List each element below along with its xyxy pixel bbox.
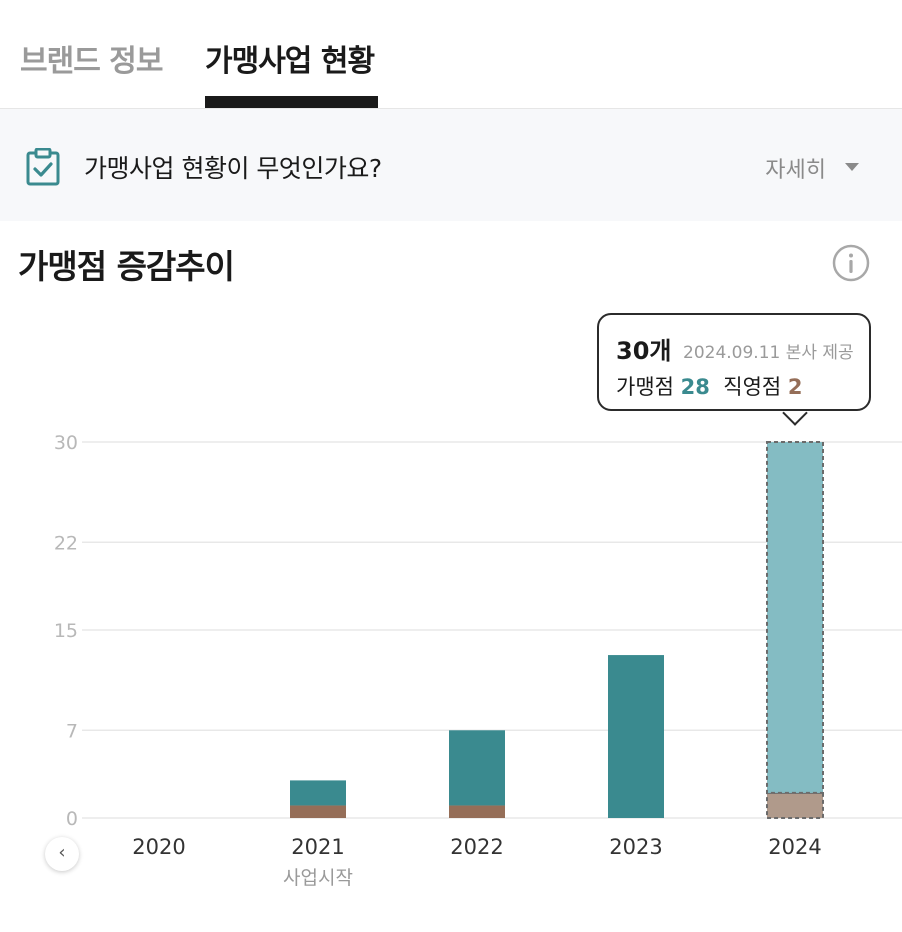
y-tick-label: 7 [66, 720, 78, 742]
y-tick-label: 30 [54, 432, 78, 454]
chevron-left-icon: ‹ [58, 842, 66, 863]
tooltip-date-source: 2024.09.11 본사 제공 [683, 343, 854, 363]
bar-franchise-2021[interactable] [290, 780, 346, 806]
bar-direct-2021[interactable] [290, 805, 346, 818]
faq-question: 가맹사업 현황이 무엇인가요? [84, 154, 382, 183]
chart-tooltip: 30개 2024.09.11 본사 제공 가맹점 28 직영점 2 [597, 313, 871, 411]
bar-franchise-2022[interactable] [449, 730, 505, 806]
section-title: 가맹점 증감추이 [18, 247, 235, 286]
bar-direct-2022[interactable] [449, 805, 505, 818]
x-tick-label: 2022 [450, 835, 503, 859]
tooltip-direct-value: 2 [787, 375, 803, 399]
y-tick-label: 0 [66, 808, 78, 830]
tab-brand-info[interactable]: 브랜드 정보 [20, 44, 163, 79]
clipboard-check-icon [26, 148, 60, 186]
tooltip-total: 30개 [616, 337, 672, 365]
x-tick-label: 2024 [768, 835, 821, 859]
tooltip-direct-label: 직영점 [723, 375, 782, 399]
tooltip-breakdown: 가맹점 28 직영점 2 [616, 371, 803, 401]
y-tick-label: 22 [54, 532, 78, 554]
caret-down-icon[interactable] [845, 163, 859, 171]
x-tick-label: 2023 [609, 835, 662, 859]
scroll-left-button[interactable]: ‹ [45, 837, 79, 871]
x-tick-label: 2020 [132, 835, 185, 859]
bar-franchise-2024[interactable] [766, 441, 824, 794]
info-icon[interactable] [832, 244, 870, 282]
tab-franchise-status[interactable]: 가맹사업 현황 [205, 44, 375, 79]
bar-direct-2024[interactable] [766, 791, 824, 819]
y-tick-label: 15 [54, 620, 78, 642]
faq-row[interactable]: 가맹사업 현황이 무엇인가요? 자세히 [0, 109, 902, 221]
tab-bar: 브랜드 정보 가맹사업 현황 [0, 0, 902, 109]
bar-franchise-2023[interactable] [608, 655, 664, 818]
faq-more-button[interactable]: 자세히 [765, 158, 826, 183]
active-tab-indicator [205, 96, 378, 108]
tooltip-franchise-value: 28 [680, 375, 710, 399]
tooltip-franchise-label: 가맹점 [616, 375, 674, 399]
franchise-trend-chart: 0 7 15 22 30 2020 2021 사업시작 2022 2023 2024 [54, 432, 902, 889]
x-sublabel: 사업시작 [283, 867, 353, 889]
x-tick-label: 2021 [291, 835, 344, 859]
